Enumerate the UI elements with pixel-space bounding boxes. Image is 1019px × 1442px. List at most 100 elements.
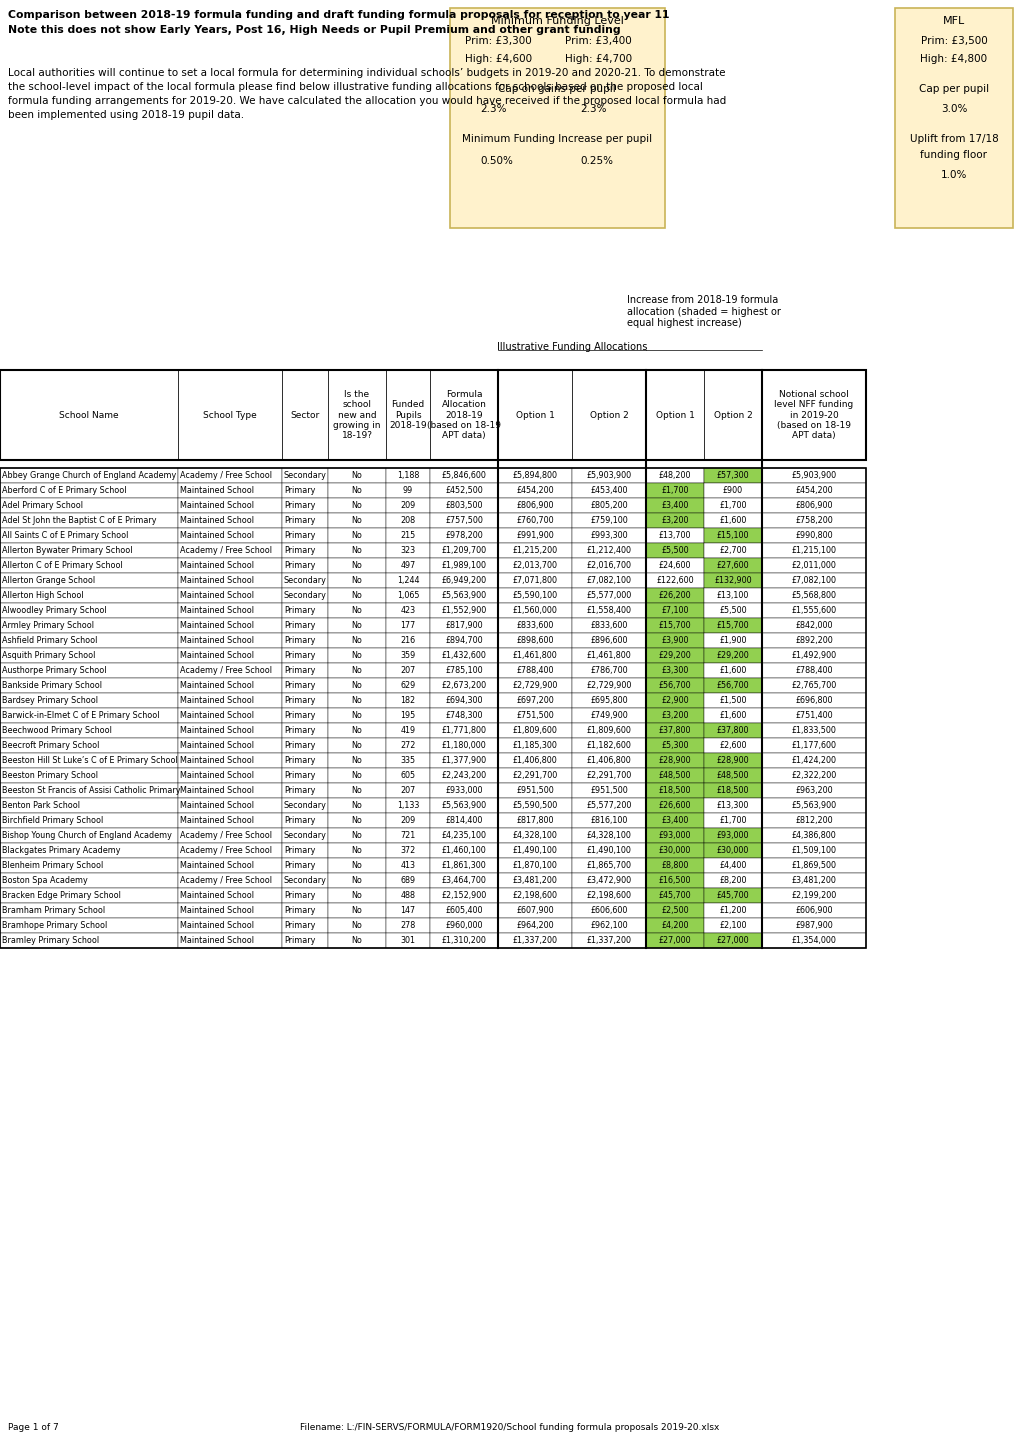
- Bar: [0, 572, 178, 588]
- Bar: [703, 888, 761, 903]
- Text: £990,800: £990,800: [795, 531, 832, 539]
- Text: £57,300: £57,300: [716, 472, 749, 480]
- Text: Ashfield Primary School: Ashfield Primary School: [2, 636, 97, 645]
- Bar: [572, 844, 645, 858]
- Text: No: No: [352, 921, 362, 930]
- Bar: [178, 544, 281, 558]
- Text: £3,464,700: £3,464,700: [441, 875, 486, 885]
- Text: £30,000: £30,000: [658, 846, 691, 855]
- Text: £2,152,900: £2,152,900: [441, 891, 486, 900]
- Text: Primary: Primary: [283, 650, 315, 660]
- Text: £963,200: £963,200: [795, 786, 832, 795]
- Text: £806,900: £806,900: [795, 500, 832, 510]
- Bar: [761, 708, 865, 722]
- Text: Primary: Primary: [283, 771, 315, 780]
- Text: Primary: Primary: [283, 622, 315, 630]
- Text: 278: 278: [400, 921, 415, 930]
- Text: £5,894,800: £5,894,800: [512, 472, 557, 480]
- Bar: [430, 828, 497, 844]
- Bar: [572, 572, 645, 588]
- Text: £803,500: £803,500: [445, 500, 482, 510]
- Text: Beeston Hill St Luke’s C of E Primary School: Beeston Hill St Luke’s C of E Primary Sc…: [2, 756, 177, 766]
- Bar: [645, 888, 703, 903]
- Text: Secondary: Secondary: [283, 472, 326, 480]
- Text: £45,700: £45,700: [716, 891, 749, 900]
- Text: £1,200: £1,200: [718, 906, 746, 916]
- Text: Primary: Primary: [283, 846, 315, 855]
- Text: Is the
school
new and
growing in
18-19?: Is the school new and growing in 18-19?: [333, 389, 380, 440]
- Text: £2,198,600: £2,198,600: [512, 891, 557, 900]
- Text: £697,200: £697,200: [516, 696, 553, 705]
- Bar: [645, 603, 703, 619]
- Text: 423: 423: [400, 606, 415, 614]
- Bar: [497, 513, 572, 528]
- Text: £964,200: £964,200: [516, 921, 553, 930]
- Bar: [497, 663, 572, 678]
- Text: £93,000: £93,000: [716, 831, 749, 841]
- Bar: [761, 753, 865, 769]
- Text: £1,833,500: £1,833,500: [791, 725, 836, 735]
- Text: Adel St John the Baptist C of E Primary: Adel St John the Baptist C of E Primary: [2, 516, 156, 525]
- Bar: [328, 708, 385, 722]
- Bar: [178, 813, 281, 828]
- Text: Primary: Primary: [283, 786, 315, 795]
- Bar: [328, 858, 385, 872]
- Bar: [430, 708, 497, 722]
- Text: £5,577,200: £5,577,200: [586, 800, 631, 810]
- Bar: [430, 469, 497, 483]
- Text: 419: 419: [400, 725, 415, 735]
- Bar: [430, 919, 497, 933]
- Bar: [328, 558, 385, 572]
- Text: Allerton Grange School: Allerton Grange School: [2, 575, 95, 585]
- Text: Formula
Allocation
2018-19
(based on 18-19
APT data): Formula Allocation 2018-19 (based on 18-…: [427, 389, 500, 440]
- Text: 335: 335: [400, 756, 415, 766]
- Text: Secondary: Secondary: [283, 591, 326, 600]
- Text: Bankside Primary School: Bankside Primary School: [2, 681, 102, 691]
- Text: No: No: [352, 861, 362, 870]
- Text: £48,500: £48,500: [716, 771, 749, 780]
- Text: No: No: [352, 636, 362, 645]
- Bar: [328, 371, 385, 460]
- Bar: [281, 572, 328, 588]
- Text: School Name: School Name: [59, 411, 118, 420]
- Text: School Type: School Type: [203, 411, 257, 420]
- Text: 209: 209: [400, 500, 415, 510]
- Text: 0.50%: 0.50%: [480, 156, 513, 166]
- Text: £1,560,000: £1,560,000: [513, 606, 557, 614]
- Bar: [761, 919, 865, 933]
- Text: Primary: Primary: [283, 561, 315, 570]
- Text: £4,328,100: £4,328,100: [513, 831, 557, 841]
- Bar: [0, 483, 178, 497]
- Text: Bramhope Primary School: Bramhope Primary School: [2, 921, 107, 930]
- Text: £806,900: £806,900: [516, 500, 553, 510]
- Bar: [178, 872, 281, 888]
- Text: £2,600: £2,600: [718, 741, 746, 750]
- Text: Maintained School: Maintained School: [179, 606, 254, 614]
- Text: £15,700: £15,700: [658, 622, 691, 630]
- Bar: [497, 633, 572, 647]
- Text: £1,509,100: £1,509,100: [791, 846, 836, 855]
- Text: No: No: [352, 786, 362, 795]
- Text: Maintained School: Maintained School: [179, 725, 254, 735]
- Bar: [497, 708, 572, 722]
- Text: No: No: [352, 846, 362, 855]
- Bar: [328, 797, 385, 813]
- Bar: [385, 708, 430, 722]
- Bar: [0, 647, 178, 663]
- Bar: [430, 497, 497, 513]
- Text: £1,870,100: £1,870,100: [513, 861, 557, 870]
- Text: £1,700: £1,700: [718, 500, 746, 510]
- Text: 99: 99: [403, 486, 413, 495]
- Text: Primary: Primary: [283, 486, 315, 495]
- Text: Alwoodley Primary School: Alwoodley Primary School: [2, 606, 107, 614]
- Bar: [281, 844, 328, 858]
- Text: £951,500: £951,500: [590, 786, 628, 795]
- Text: £2,011,000: £2,011,000: [791, 561, 836, 570]
- Text: £1,212,400: £1,212,400: [586, 547, 631, 555]
- Bar: [645, 738, 703, 753]
- Bar: [178, 933, 281, 947]
- Bar: [328, 844, 385, 858]
- Text: No: No: [352, 875, 362, 885]
- Bar: [572, 588, 645, 603]
- Bar: [281, 813, 328, 828]
